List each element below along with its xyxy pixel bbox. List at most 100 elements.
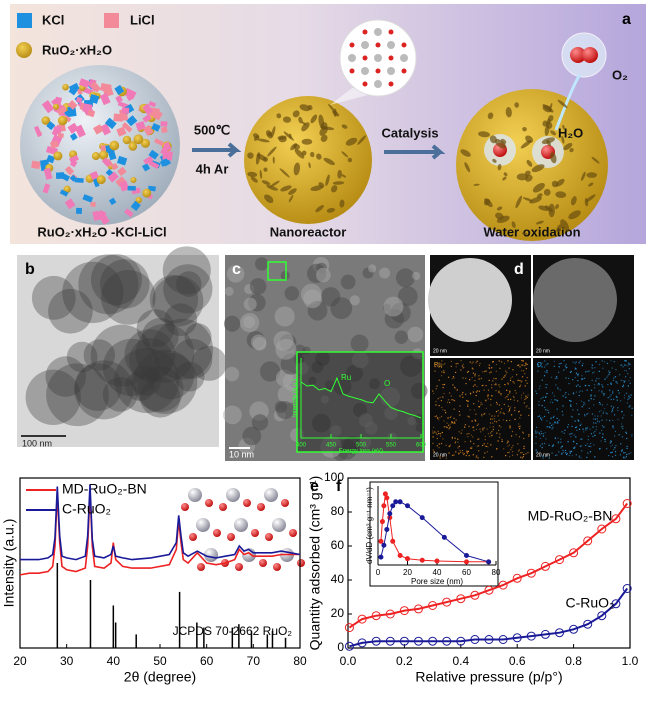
atom (348, 54, 356, 62)
signal (623, 364, 626, 366)
grain (242, 426, 262, 446)
grain (249, 278, 267, 295)
signal (498, 436, 501, 438)
signal (608, 370, 610, 372)
signal (462, 452, 464, 454)
reference-label: JCPDS 70-2662 RuO₂ (173, 624, 293, 638)
panel-b: b 100 nm (17, 246, 227, 448)
signal (588, 384, 590, 387)
pore (341, 124, 348, 129)
signal (601, 425, 604, 427)
point (464, 559, 469, 565)
crystal (107, 171, 119, 183)
signal (475, 391, 477, 393)
signal (507, 405, 510, 407)
signal (442, 396, 444, 398)
signal (487, 446, 489, 448)
signal (555, 384, 557, 386)
particle (172, 338, 213, 380)
legend-label: RuO₂·xH₂O (42, 42, 112, 57)
signal (541, 362, 543, 364)
particle (48, 288, 93, 334)
signal (469, 393, 472, 395)
signal (488, 379, 490, 382)
signal (438, 455, 441, 457)
point (540, 561, 550, 571)
signal (605, 412, 607, 414)
signal (437, 419, 440, 421)
signal (488, 367, 491, 369)
signal (439, 416, 441, 419)
signal (522, 432, 525, 434)
signal (495, 384, 498, 386)
signal (479, 428, 481, 430)
signal (522, 431, 524, 433)
particle (149, 274, 199, 324)
signal (603, 408, 606, 410)
panel-d: d 20 nm 20 nm 20 nm 20 nm Ru O (428, 255, 634, 460)
signal (536, 451, 538, 453)
signal (448, 392, 451, 394)
signal (439, 457, 441, 459)
signal (549, 401, 552, 403)
pore (585, 194, 596, 202)
signal (474, 380, 476, 382)
signal (488, 413, 491, 415)
signal (500, 411, 502, 413)
signal (543, 442, 546, 445)
crystal (127, 185, 136, 191)
signal (575, 436, 577, 438)
point (399, 606, 409, 616)
particle (46, 363, 109, 427)
grain (303, 289, 322, 309)
maps (428, 258, 633, 459)
signal (551, 428, 553, 430)
series-label: C-RuO₂ (566, 595, 615, 611)
signal (446, 422, 448, 424)
signal (448, 401, 451, 404)
signal (506, 442, 508, 444)
signal (542, 457, 544, 459)
signal (455, 419, 457, 421)
signal (516, 454, 518, 456)
signal (577, 419, 579, 421)
signal (441, 406, 443, 409)
pore (332, 181, 345, 185)
signal (601, 390, 603, 392)
crystal (64, 198, 76, 210)
pore (511, 221, 516, 228)
panel-label: d (514, 261, 524, 278)
signal (565, 391, 567, 394)
crystal (99, 92, 111, 106)
signal (454, 386, 456, 388)
signal (554, 436, 556, 439)
signal (480, 431, 482, 433)
atom (387, 67, 395, 75)
particle (130, 365, 162, 396)
signal (465, 393, 467, 395)
signal (463, 426, 466, 428)
signal (482, 371, 484, 373)
signal (593, 404, 595, 406)
crystal (159, 158, 170, 167)
signal (436, 417, 439, 419)
signal (612, 425, 614, 427)
signal (580, 400, 583, 402)
signal (537, 431, 539, 433)
signal (468, 432, 470, 435)
signal (624, 380, 626, 382)
signal (527, 452, 529, 454)
particle (174, 361, 205, 392)
pore (325, 174, 330, 187)
signal (463, 452, 465, 455)
particle (428, 258, 512, 342)
series-line (348, 502, 629, 629)
signal (495, 363, 498, 366)
pore (535, 220, 544, 225)
scale-label: 20 nm (433, 452, 447, 458)
point (611, 514, 621, 524)
signal (459, 395, 461, 397)
pore (531, 164, 545, 173)
signal (590, 442, 592, 445)
signal (517, 379, 519, 381)
